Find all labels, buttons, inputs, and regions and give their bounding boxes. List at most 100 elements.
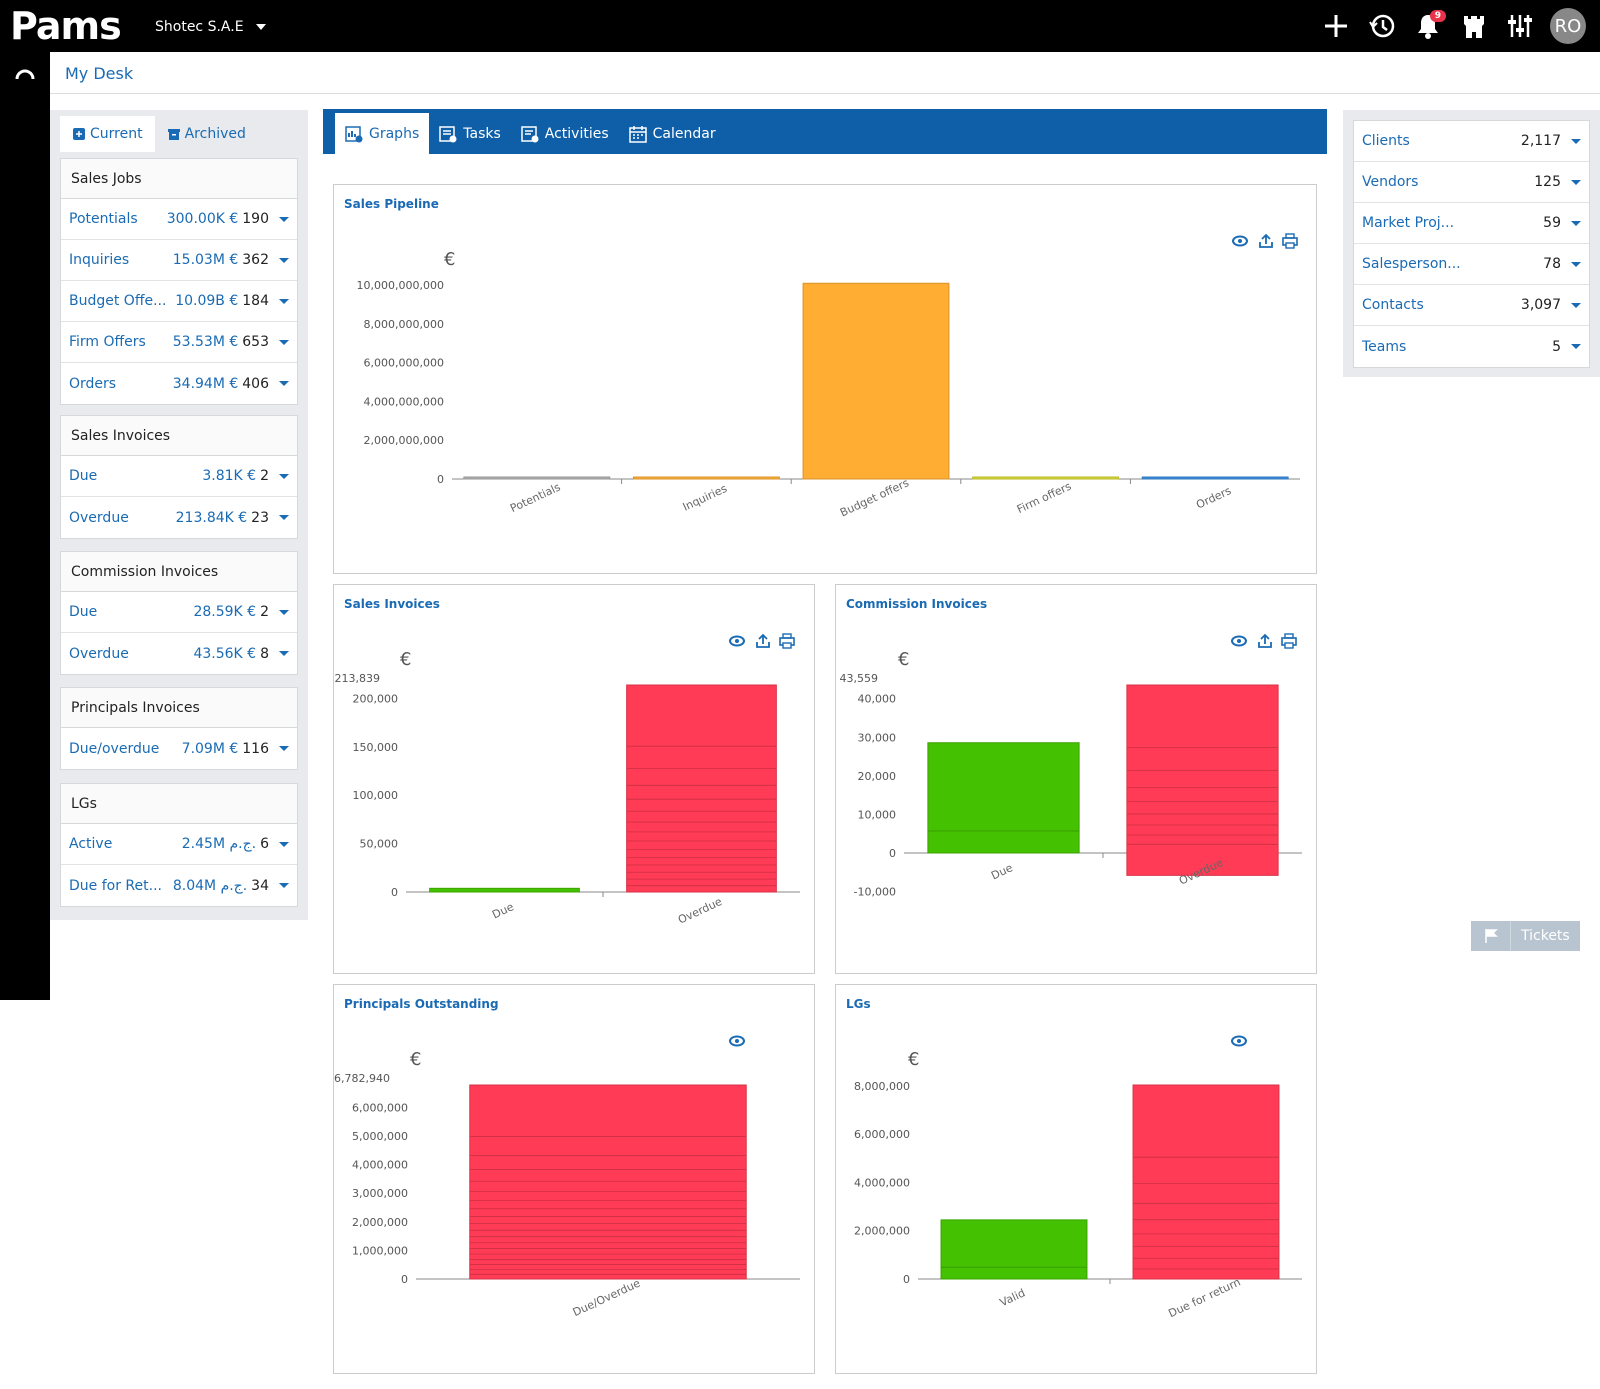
company-selector[interactable]: Shotec S.A.E: [155, 19, 266, 35]
list-item[interactable]: Firm Offers 53.53M €653: [61, 322, 297, 363]
tab-archived[interactable]: Archived: [155, 116, 258, 152]
item-label[interactable]: Firm Offers: [69, 334, 146, 350]
export-icon[interactable]: [1258, 633, 1272, 648]
tickets-button[interactable]: Tickets: [1471, 921, 1580, 951]
list-item[interactable]: Market Proj... 59: [1354, 203, 1589, 244]
list-item[interactable]: Due/overdue 7.09M €116: [61, 728, 297, 769]
eye-icon[interactable]: [1232, 235, 1248, 247]
item-label[interactable]: Vendors: [1362, 174, 1419, 190]
chevron-down-icon[interactable]: [1571, 179, 1581, 185]
list-item[interactable]: Due 3.81K €2: [61, 456, 297, 497]
list-item[interactable]: Inquiries 15.03M €362: [61, 240, 297, 281]
item-amount: 300.00K €: [166, 211, 239, 227]
bar[interactable]: [469, 1084, 747, 1280]
item-label[interactable]: Inquiries: [69, 252, 130, 268]
add-button[interactable]: [1320, 8, 1352, 44]
list-item[interactable]: Contacts 3,097: [1354, 285, 1589, 326]
item-count: 5: [1552, 338, 1561, 355]
chevron-down-icon[interactable]: [279, 841, 289, 847]
chevron-down-icon[interactable]: [279, 298, 289, 304]
export-icon[interactable]: [1259, 233, 1273, 248]
avatar[interactable]: RO: [1550, 8, 1586, 44]
item-label[interactable]: Contacts: [1362, 297, 1424, 313]
list-item[interactable]: Active 2.45M ج.م. 6: [61, 824, 297, 865]
list-item[interactable]: Overdue 43.56K €8: [61, 633, 297, 674]
bar[interactable]: [940, 1219, 1088, 1280]
chevron-down-icon[interactable]: [279, 883, 289, 888]
item-label[interactable]: Due: [69, 468, 98, 484]
chevron-down-icon[interactable]: [279, 216, 289, 222]
list-item[interactable]: Teams 5: [1354, 326, 1589, 367]
export-icon[interactable]: [756, 633, 770, 648]
eye-icon[interactable]: [1231, 1035, 1247, 1047]
chevron-down-icon[interactable]: [1571, 220, 1581, 226]
item-label[interactable]: Market Proj...: [1362, 215, 1455, 231]
chevron-down-icon[interactable]: [1571, 302, 1581, 308]
item-label[interactable]: Due for Ret...: [69, 877, 162, 894]
dashboard-icon[interactable]: [15, 68, 35, 80]
list-item[interactable]: Salesperson... 78: [1354, 244, 1589, 285]
eye-icon[interactable]: [729, 635, 745, 647]
castle-button[interactable]: [1458, 8, 1490, 44]
tab-activities[interactable]: Activities: [511, 113, 619, 154]
chevron-down-icon[interactable]: [279, 339, 289, 345]
item-label[interactable]: Overdue: [69, 645, 129, 662]
list-item[interactable]: Overdue 213.84K €23: [61, 497, 297, 538]
list-item[interactable]: Budget Offe... 10.09B €184: [61, 281, 297, 322]
chevron-down-icon[interactable]: [1571, 138, 1581, 144]
notification-badge: 9: [1429, 10, 1446, 22]
bar[interactable]: [972, 476, 1120, 480]
y-tick-label: 8,000,000,000: [364, 318, 444, 331]
bar[interactable]: [1126, 684, 1279, 876]
print-icon[interactable]: [1282, 233, 1298, 249]
settings-button[interactable]: [1504, 8, 1536, 44]
chevron-down-icon[interactable]: [279, 609, 289, 615]
bar[interactable]: [632, 476, 780, 480]
item-label[interactable]: Salesperson...: [1362, 256, 1461, 272]
bar[interactable]: [626, 684, 777, 893]
eye-icon[interactable]: [1231, 635, 1247, 647]
bar[interactable]: [802, 282, 950, 480]
chevron-down-icon[interactable]: [1571, 261, 1581, 267]
print-icon[interactable]: [779, 633, 795, 649]
chevron-down-icon[interactable]: [279, 515, 289, 520]
print-icon[interactable]: [1281, 633, 1297, 649]
item-label[interactable]: Potentials: [69, 211, 138, 227]
list-item[interactable]: Clients 2,117: [1354, 121, 1589, 162]
item-label[interactable]: Overdue: [69, 509, 129, 526]
chevron-down-icon[interactable]: [1571, 344, 1581, 349]
chevron-down-icon[interactable]: [279, 257, 289, 263]
list-item[interactable]: Potentials 300.00K €190: [61, 199, 297, 240]
item-label[interactable]: Due/overdue: [69, 740, 160, 757]
bar[interactable]: [927, 742, 1080, 854]
eye-icon[interactable]: [729, 1035, 745, 1047]
y-tick-label: 20,000: [858, 770, 897, 783]
chevron-down-icon[interactable]: [279, 746, 289, 751]
bar[interactable]: [429, 887, 580, 893]
tab-current[interactable]: Current: [60, 116, 155, 152]
notifications-button[interactable]: 9: [1412, 8, 1446, 44]
item-label[interactable]: Clients: [1362, 133, 1410, 149]
tab-calendar[interactable]: Calendar: [619, 113, 726, 154]
archive-icon: [167, 129, 180, 140]
bar[interactable]: [463, 476, 611, 480]
app-logo[interactable]: Pams: [10, 4, 122, 48]
bar[interactable]: [1141, 476, 1289, 480]
chevron-down-icon[interactable]: [279, 651, 289, 656]
item-label[interactable]: Teams: [1362, 338, 1407, 355]
list-item[interactable]: Due 28.59K €2: [61, 592, 297, 633]
item-label[interactable]: Due: [69, 604, 98, 620]
tab-graphs[interactable]: Graphs: [335, 113, 430, 154]
item-label[interactable]: Active: [69, 836, 113, 852]
list-item[interactable]: Due for Ret... 8.04M ج.م. 34: [61, 865, 297, 906]
panel-lgs: LGs Active 2.45M ج.م. 6 Due for Ret... 8.04M …: [60, 783, 298, 907]
list-item[interactable]: Vendors 125: [1354, 162, 1589, 203]
item-label[interactable]: Orders: [69, 375, 117, 392]
tab-tasks[interactable]: Tasks: [429, 113, 511, 154]
chevron-down-icon[interactable]: [279, 381, 289, 386]
chevron-down-icon[interactable]: [279, 473, 289, 479]
history-button[interactable]: [1366, 8, 1398, 44]
bar[interactable]: [1132, 1084, 1280, 1280]
item-label[interactable]: Budget Offe...: [69, 293, 167, 309]
list-item[interactable]: Orders 34.94M €406: [61, 363, 297, 404]
